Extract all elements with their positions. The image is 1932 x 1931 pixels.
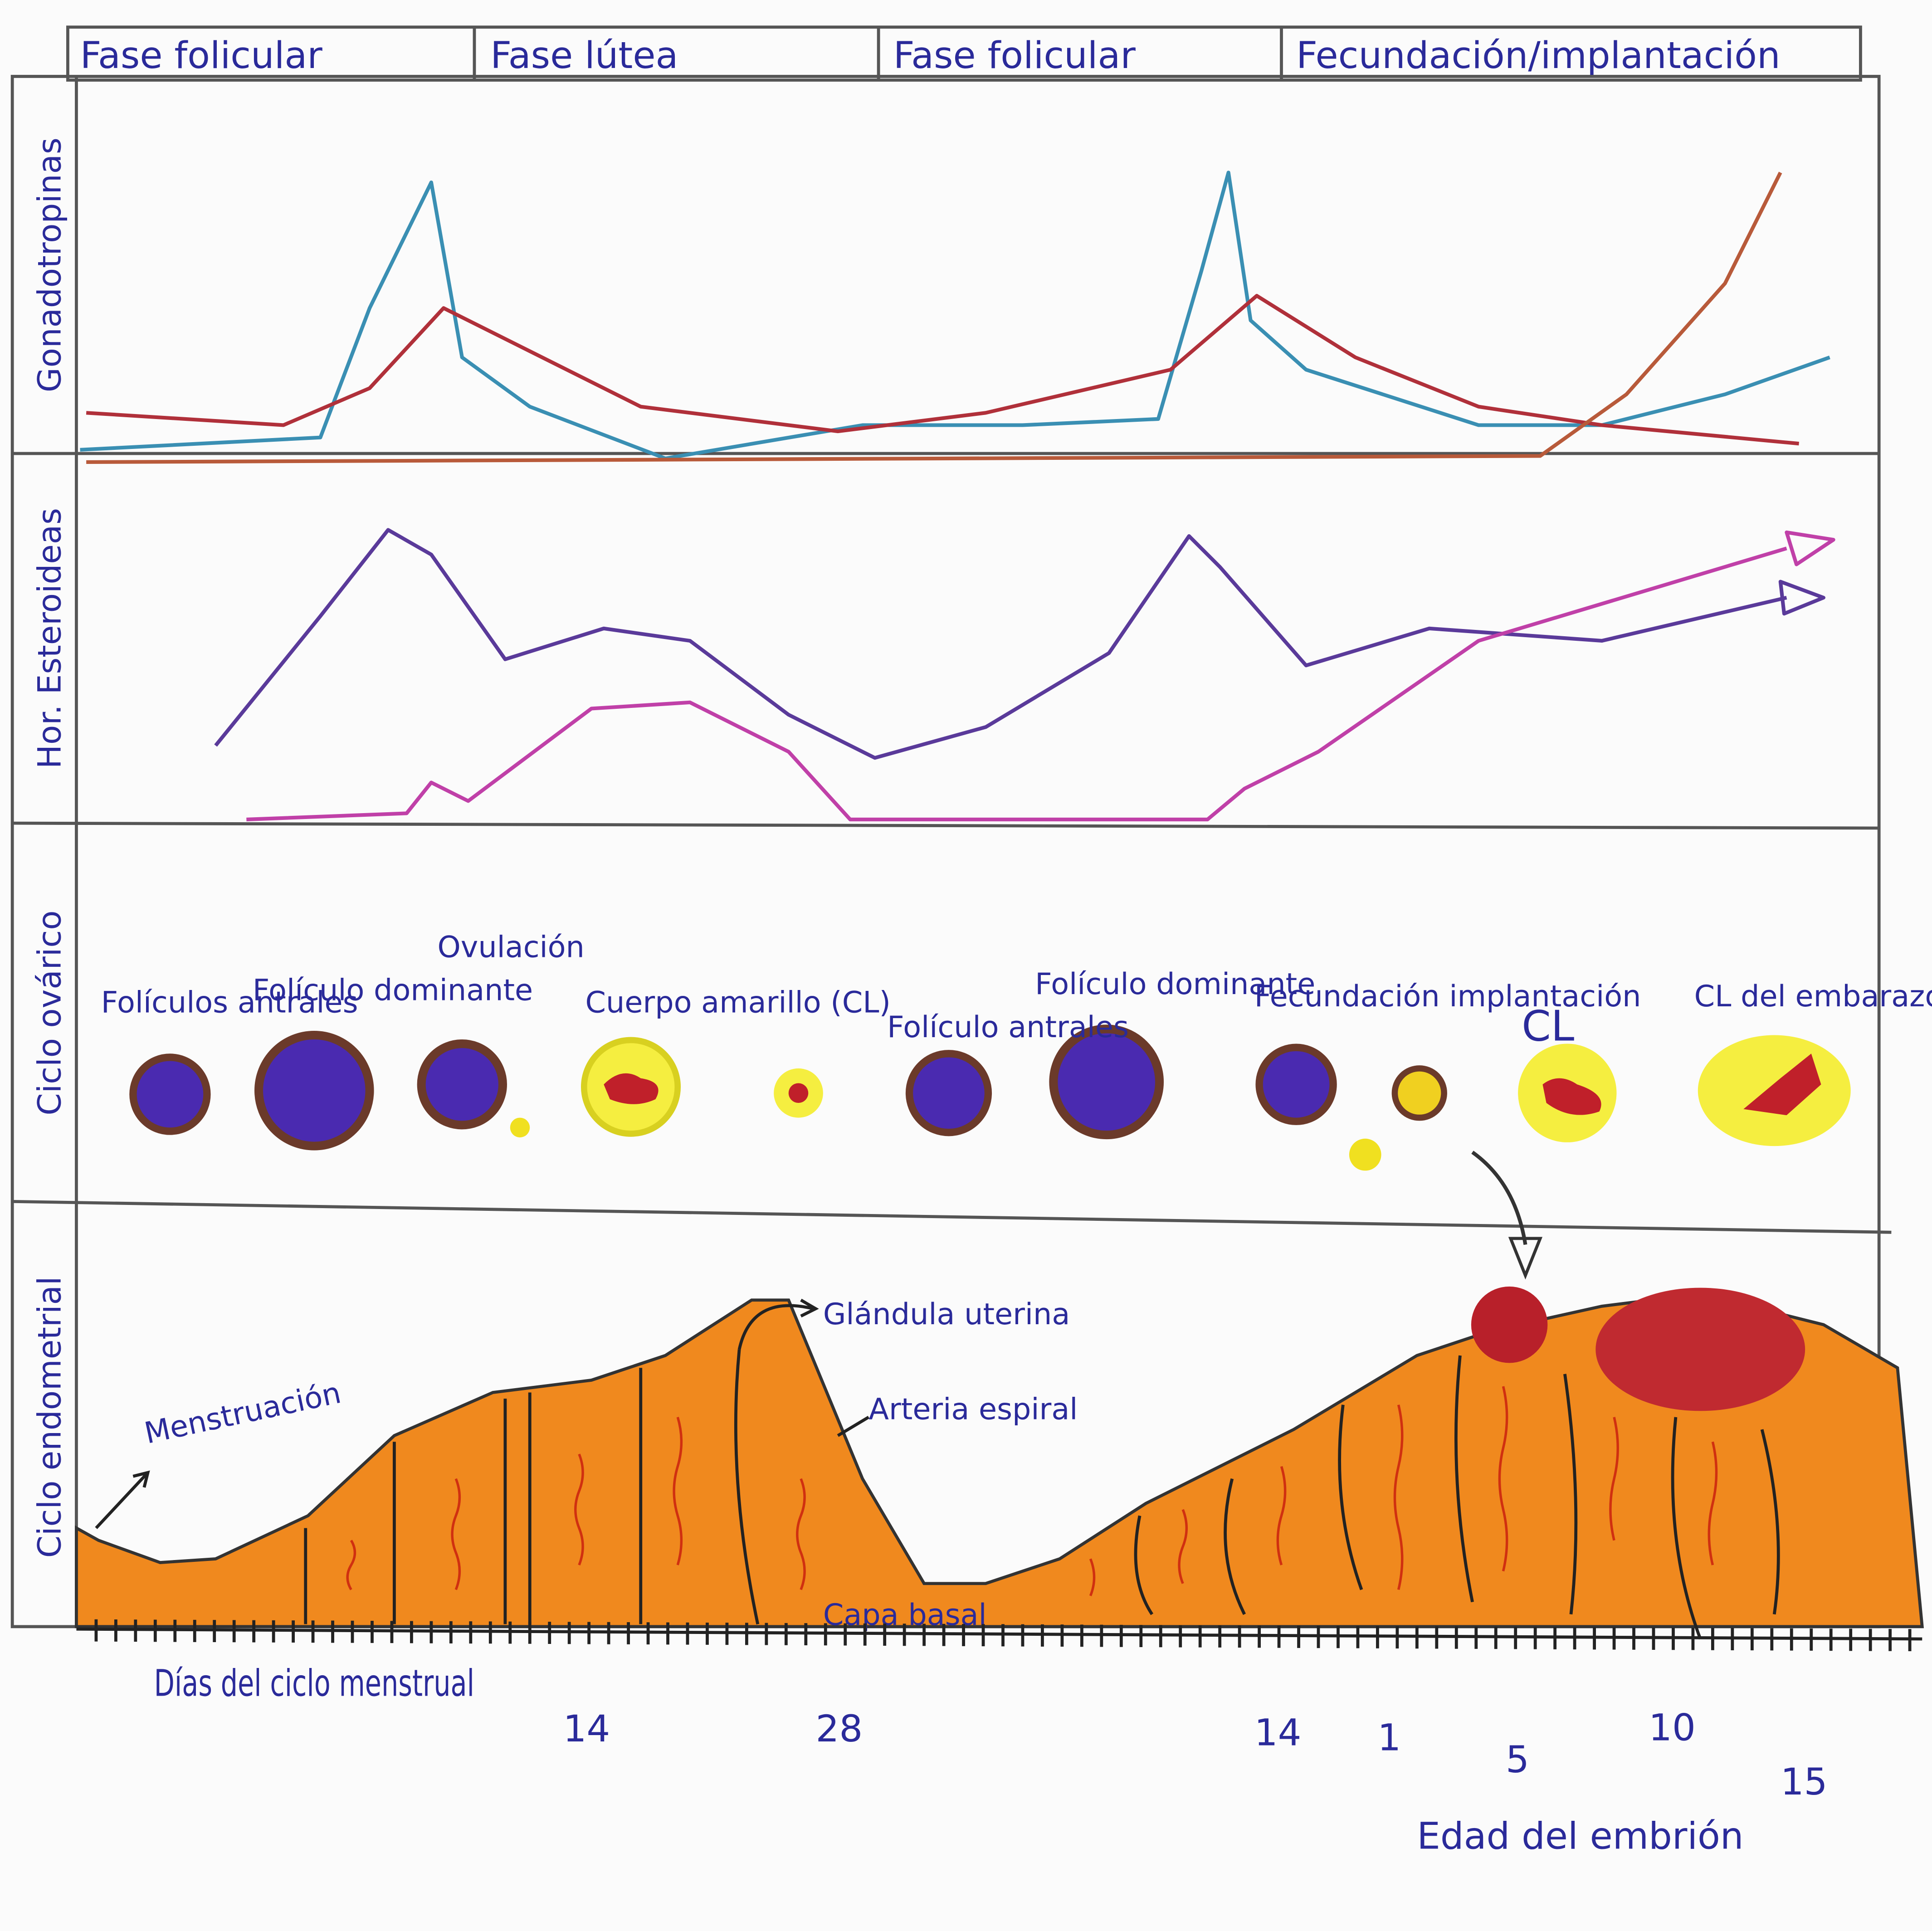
follicle	[909, 1053, 988, 1132]
ovarian-label: Fecundación implantación	[1254, 979, 1641, 1014]
follicle	[133, 1057, 207, 1131]
endometrial-label: Glándula uterina	[823, 1297, 1070, 1331]
ovarian-label: Cuerpo amarillo (CL)	[585, 985, 891, 1020]
axis-tick-label: 10	[1649, 1707, 1696, 1750]
phase-label: Fase folicular	[893, 34, 1136, 77]
axis-tick-label: 1	[1377, 1716, 1401, 1759]
ovarian-label: CL	[1522, 1001, 1574, 1050]
axis-tick-label: 14	[563, 1707, 610, 1751]
ovarian-label: Ovulación	[437, 930, 584, 964]
panel-label: Ciclo endometrial	[31, 1276, 68, 1558]
follicle	[1054, 1029, 1160, 1135]
phase-label: Fase folicular	[80, 34, 323, 77]
axis-tick-label: 28	[816, 1707, 863, 1751]
oocyte	[1349, 1139, 1381, 1171]
axis-tick-label: 15	[1781, 1760, 1828, 1804]
diagram: Fase folicular Fase lútea Fase folicular…	[0, 0, 1932, 1931]
cl-core	[789, 1083, 808, 1103]
panel-label: Gonadotropinas	[31, 137, 68, 392]
axis-title: Días del ciclo menstrual	[154, 1662, 474, 1705]
embryo	[1471, 1287, 1547, 1363]
phase-label: Fecundación/implantación	[1296, 34, 1781, 77]
follicle	[259, 1035, 370, 1146]
follicle	[1259, 1048, 1333, 1122]
endometrial-label: Arteria espiral	[868, 1392, 1078, 1426]
panel-label: Hor. Esteroideas	[31, 508, 68, 769]
follicle	[421, 1044, 503, 1125]
axis-tick-label: 14	[1254, 1711, 1302, 1754]
oocyte	[510, 1118, 530, 1137]
ovarian-label: Folículo dominante	[253, 973, 533, 1007]
follicle	[1395, 1068, 1444, 1118]
page: {"header": {"phases": ["Fase folicular",…	[0, 0, 1932, 1931]
phase-label: Fase lútea	[490, 34, 678, 77]
axis-tick-label: 5	[1506, 1738, 1529, 1781]
background	[0, 0, 1932, 1931]
panel-label: Ciclo ovárico	[31, 911, 68, 1116]
ovarian-label: CL del embarazo	[1694, 979, 1932, 1014]
axis-title: Edad del embrión	[1417, 1815, 1743, 1858]
ovarian-label: Folículo antrales	[887, 1010, 1129, 1044]
placenta	[1595, 1288, 1805, 1411]
